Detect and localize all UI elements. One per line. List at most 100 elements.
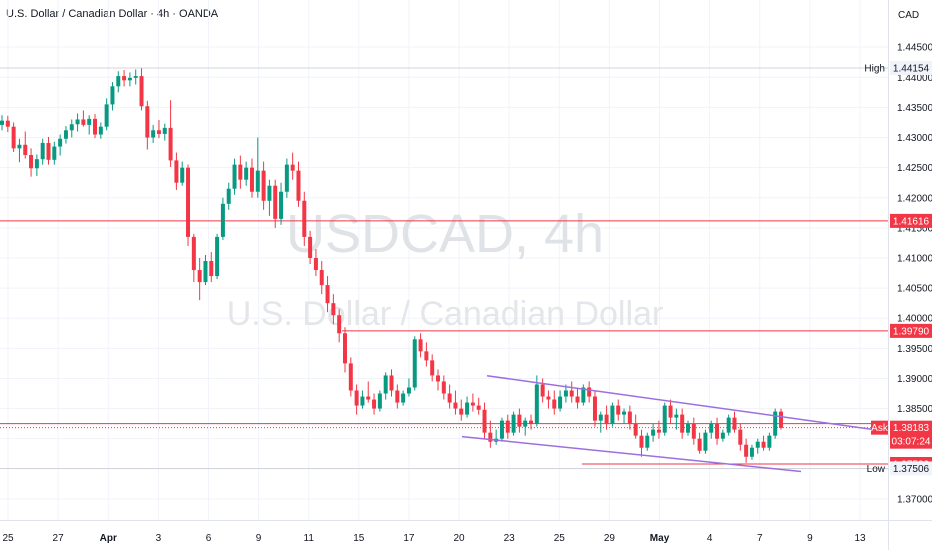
- candle-body: [668, 405, 673, 418]
- candle-body: [575, 396, 580, 403]
- time-tick-label: 20: [453, 533, 465, 544]
- level-2-box: [890, 323, 932, 338]
- price-tick-label: 1.39500: [897, 344, 932, 355]
- candle-body: [220, 203, 225, 237]
- candle-body: [401, 393, 406, 403]
- candle-body: [348, 363, 353, 391]
- candle-body: [709, 423, 714, 433]
- candle-body: [459, 408, 464, 415]
- channel-lower-trendline: [461, 435, 802, 473]
- high-tag: High: [864, 64, 885, 75]
- currency-label: CAD: [898, 10, 919, 21]
- candle-body: [744, 444, 749, 457]
- candle-body: [447, 393, 452, 403]
- candle-body: [290, 164, 295, 171]
- candle-body: [395, 390, 400, 403]
- candle-body: [773, 411, 778, 436]
- time-tick-label: 25: [554, 533, 566, 544]
- candle-body: [180, 167, 185, 183]
- candle-body: [104, 104, 109, 127]
- watermark-name: U.S. Dollar / Canadian Dollar: [227, 295, 664, 333]
- candle-body: [366, 396, 371, 400]
- candle-body: [75, 119, 80, 125]
- watermark-symbol: USDCAD, 4h: [286, 204, 604, 264]
- candle-body: [534, 384, 539, 424]
- time-tick-label: 4: [707, 533, 713, 544]
- candle-body: [430, 360, 435, 376]
- price-tick-label: 1.40000: [897, 314, 932, 325]
- candle-body: [284, 164, 289, 192]
- candle-body: [110, 86, 115, 105]
- candle-body: [441, 381, 446, 394]
- candle-body: [40, 142, 45, 160]
- price-tick-label: 1.37000: [897, 494, 932, 505]
- candle-body: [313, 257, 318, 271]
- candle-body: [249, 167, 254, 192]
- candle-body: [127, 77, 132, 81]
- candle-body: [581, 387, 586, 403]
- time-tick-label: 9: [807, 533, 813, 544]
- time-tick-label: 6: [206, 533, 212, 544]
- candle-body: [749, 447, 754, 457]
- candle-body: [465, 402, 470, 415]
- candle-body: [499, 420, 504, 439]
- horizontal-levels: High Low: [0, 64, 888, 475]
- candle-body: [93, 118, 98, 135]
- candle-body: [331, 303, 336, 316]
- candle-body: [482, 409, 487, 433]
- candle-body: [360, 396, 365, 406]
- ask-tag: Ask: [871, 423, 889, 434]
- price-tick-label: 1.42500: [897, 163, 932, 174]
- candle-body: [186, 167, 191, 237]
- candle-body: [46, 142, 51, 160]
- time-tick-label: 3: [156, 533, 162, 544]
- candle-body: [738, 429, 743, 445]
- candle-body: [377, 393, 382, 409]
- candle-body: [517, 414, 522, 427]
- candle-body: [162, 127, 167, 134]
- level-1-label: 1.41616: [893, 216, 930, 227]
- candle-body: [674, 414, 679, 418]
- candle-body: [156, 130, 161, 134]
- price-tick-label: 1.41000: [897, 253, 932, 264]
- candle-body: [122, 76, 127, 81]
- candle-body: [273, 185, 278, 219]
- candle-body: [651, 429, 656, 436]
- candle-body: [197, 270, 202, 283]
- low-value: 1.37506: [893, 464, 930, 475]
- ask-price-box: [890, 420, 932, 449]
- candle-body: [761, 441, 766, 448]
- candle-body: [546, 396, 551, 400]
- candle-body: [168, 127, 173, 161]
- ask-price: 1.38183: [893, 423, 930, 434]
- candle-body: [732, 417, 737, 430]
- candle-body: [11, 126, 16, 149]
- candle-body: [529, 420, 534, 424]
- candle-body: [151, 130, 156, 138]
- candle-body: [598, 414, 603, 421]
- low-tag: Low: [867, 464, 886, 475]
- bar-countdown: 03:07:24: [892, 437, 931, 448]
- candlestick-series: [0, 68, 783, 463]
- candle-body: [209, 261, 214, 277]
- candle-body: [203, 261, 208, 283]
- candle-body: [389, 375, 394, 391]
- low-box: [890, 461, 932, 476]
- high-box: [890, 61, 932, 76]
- candle-body: [569, 390, 574, 397]
- chart-title: U.S. Dollar / Canadian Dollar · 4h · OAN…: [6, 8, 219, 20]
- candle-body: [720, 432, 725, 439]
- candle-body: [587, 387, 592, 397]
- candle-body: [436, 375, 441, 382]
- level-1-box: [890, 213, 932, 228]
- candle-body: [337, 315, 342, 334]
- candle-body: [244, 167, 249, 180]
- candle-body: [412, 339, 417, 388]
- candle-body: [645, 435, 650, 448]
- candle-body: [697, 438, 702, 451]
- candle-body: [279, 191, 284, 219]
- candle-body: [715, 423, 720, 439]
- time-tick-label: 17: [403, 533, 415, 544]
- candle-body: [302, 200, 307, 237]
